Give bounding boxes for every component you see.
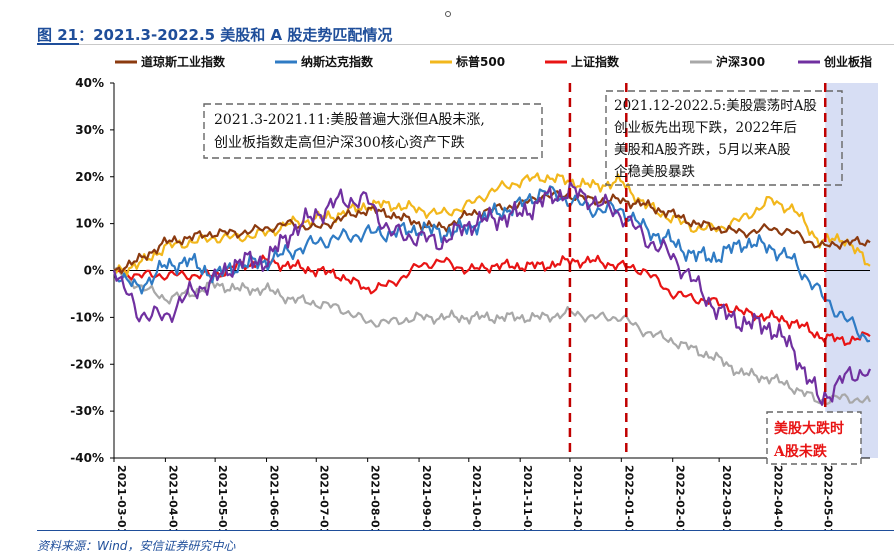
annotation-box-3: 美股大跌时 A股未跌 xyxy=(766,411,862,465)
x-tick-label: 2021-05-01 xyxy=(216,465,229,530)
x-tick-label: 2022-05-01 xyxy=(821,465,834,530)
x-tick-label: 2021-09-01 xyxy=(420,465,433,530)
series-line-1 xyxy=(113,266,871,405)
annotation-2-line-3: 美股和A股齐跌，5月以来A股 xyxy=(614,142,791,158)
legend-label: 纳斯达克指数 xyxy=(301,54,374,69)
series-line-4 xyxy=(113,190,871,275)
annotation-2-line-2: 创业板先出现下跌，2022年后 xyxy=(614,120,797,136)
x-tick-label: 2022-04-01 xyxy=(772,465,785,530)
y-tick-label: 0% xyxy=(84,264,104,278)
legend-label: 创业板指 xyxy=(823,54,872,69)
annotation-2-line-1: 2021.12-2022.5:美股震荡时A股 xyxy=(614,98,817,114)
x-tick-label: 2021-07-01 xyxy=(317,465,330,530)
x-tick-label: 2021-04-01 xyxy=(166,465,179,530)
source-divider xyxy=(37,530,894,531)
annotation-box-1: 2021.3-2021.11:美股普遍大涨但A股未涨, 创业板指数走高但沪深30… xyxy=(203,103,543,159)
legend-label: 上证指数 xyxy=(571,54,620,69)
y-tick-label: 40% xyxy=(75,76,104,90)
series-lines xyxy=(112,172,872,406)
x-tick-label: 2022-01-01 xyxy=(622,465,635,530)
legend-label: 标普500 xyxy=(455,54,505,69)
period-dividers xyxy=(568,83,827,458)
series-line-6 xyxy=(112,180,872,406)
source-note: 资料来源：Wind，安信证券研究中心 xyxy=(37,539,236,553)
x-axis: 2021-03-01 2021-04-01 2021-05-01 2021-06-01… xyxy=(113,270,870,530)
annotation-3-line-1: 美股大跌时 xyxy=(774,420,844,437)
x-tick-label: 2021-08-01 xyxy=(369,465,382,530)
y-tick-label: -10% xyxy=(70,310,104,324)
x-tick-label: 2022-03-01 xyxy=(720,465,733,530)
title-underline xyxy=(37,43,79,45)
series-line-3 xyxy=(113,172,871,277)
decorative-dot xyxy=(445,11,451,17)
title-divider xyxy=(79,44,894,45)
legend: 道琼斯工业指数 纳斯达克指数 标普500 上证指数 沪深300 创业板指 xyxy=(115,54,872,69)
annotation-3-line-2: A股未跌 xyxy=(773,443,828,460)
annotation-box-2: 2021.12-2022.5:美股震荡时A股 创业板先出现下跌，2022年后 美… xyxy=(605,90,843,186)
legend-label: 道琼斯工业指数 xyxy=(141,54,226,69)
x-tick-label: 2021-10-01 xyxy=(470,465,483,530)
x-tick-label: 2022-02-01 xyxy=(674,465,687,530)
x-tick-label: 2021-06-01 xyxy=(268,465,281,530)
annotation-1-line-2: 创业板指数走高但沪深300核心资产下跌 xyxy=(214,134,465,151)
x-tick-label: 2021-03-01 xyxy=(115,465,128,530)
figure-title: 图 21：2021.3-2022.5 美股和 A 股走势匹配情况 xyxy=(37,26,393,44)
line-chart: 40% 30% 20% 10% 0% -10% -20% -30% -40% 2021-03-0… xyxy=(70,54,878,530)
y-tick-label: 20% xyxy=(75,170,104,184)
y-tick-label: 30% xyxy=(75,123,104,137)
y-tick-label: -20% xyxy=(70,357,104,371)
legend-label: 沪深300 xyxy=(716,54,765,69)
x-tick-label: 2021-12-01 xyxy=(571,465,584,530)
annotation-2-line-4: 企稳美股暴跌 xyxy=(614,163,695,180)
x-tick-label: 2021-11-01 xyxy=(521,465,534,530)
annotation-1-line-1: 2021.3-2021.11:美股普遍大涨但A股未涨, xyxy=(214,112,485,128)
y-tick-label: 10% xyxy=(75,217,104,231)
y-axis: 40% 30% 20% 10% 0% -10% -20% -30% -40% xyxy=(70,76,115,465)
y-tick-label: -40% xyxy=(70,451,104,465)
y-tick-label: -30% xyxy=(70,404,104,418)
